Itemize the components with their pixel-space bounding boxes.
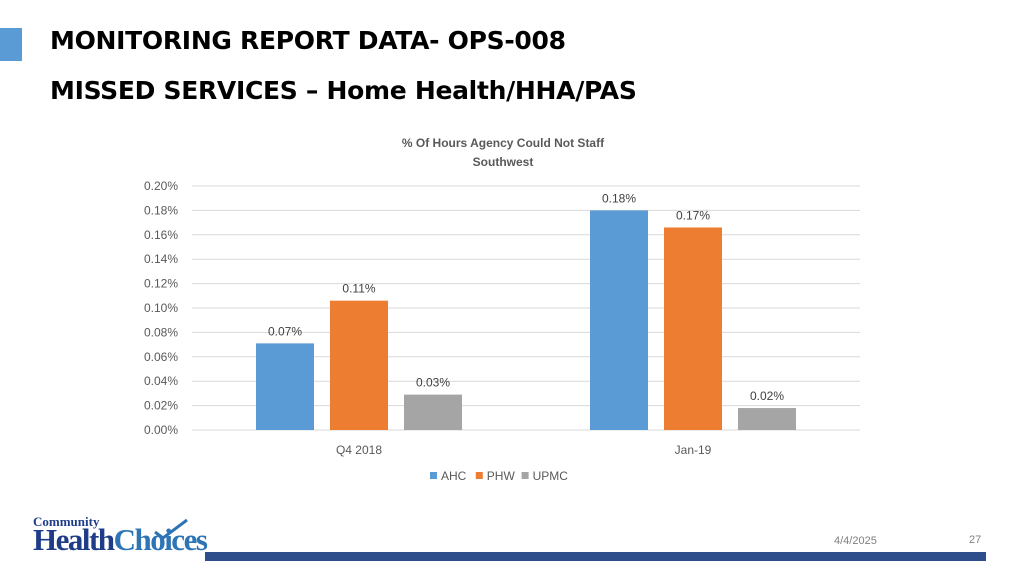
x-tick-label: Q4 2018 bbox=[336, 443, 382, 457]
logo-main-text: HealthChoices bbox=[33, 522, 208, 558]
legend-swatch-phw bbox=[475, 472, 483, 479]
bar-ahc bbox=[590, 210, 648, 430]
x-tick-label: Jan-19 bbox=[675, 443, 712, 457]
bar-phw bbox=[330, 300, 388, 430]
bar-ahc bbox=[256, 343, 314, 430]
legend-swatch-upmc bbox=[521, 472, 529, 479]
chart-subtitle: Southwest bbox=[473, 155, 534, 169]
legend-label: AHC bbox=[441, 469, 467, 483]
chart-title: % Of Hours Agency Could Not Staff bbox=[402, 136, 605, 150]
legend-label: UPMC bbox=[533, 469, 569, 483]
community-healthchoices-logo: Community HealthChoices bbox=[33, 514, 208, 560]
data-label: 0.18% bbox=[602, 191, 636, 205]
footer-date: 4/4/2025 bbox=[834, 535, 877, 547]
y-tick-label: 0.06% bbox=[144, 350, 178, 364]
y-tick-label: 0.20% bbox=[144, 179, 178, 193]
bar-phw bbox=[664, 227, 722, 430]
slide-title: MONITORING REPORT DATA- OPS-008 bbox=[50, 26, 566, 55]
bar-upmc bbox=[738, 408, 796, 430]
y-tick-label: 0.00% bbox=[144, 423, 178, 437]
page-number: 27 bbox=[969, 534, 982, 546]
title-accent-bar bbox=[0, 28, 22, 61]
logo-choices-text: Choices bbox=[113, 522, 208, 557]
y-tick-label: 0.16% bbox=[144, 228, 178, 242]
logo-top-text: Community bbox=[33, 514, 100, 529]
data-label: 0.07% bbox=[268, 324, 302, 338]
y-tick-label: 0.18% bbox=[144, 203, 178, 217]
y-tick-label: 0.10% bbox=[144, 301, 178, 315]
data-label: 0.11% bbox=[342, 282, 375, 296]
y-tick-label: 0.12% bbox=[144, 277, 178, 291]
y-tick-label: 0.02% bbox=[144, 399, 178, 413]
bar-upmc bbox=[404, 394, 462, 430]
legend-label: PHW bbox=[487, 469, 516, 483]
data-label: 0.03% bbox=[416, 376, 450, 390]
y-tick-label: 0.14% bbox=[144, 252, 178, 266]
logo-check-icon bbox=[154, 518, 188, 540]
data-label: 0.17% bbox=[676, 208, 710, 222]
y-tick-label: 0.08% bbox=[144, 325, 178, 339]
logo-health-text: Health bbox=[33, 522, 115, 557]
legend-swatch-ahc bbox=[430, 472, 437, 479]
y-tick-label: 0.04% bbox=[144, 374, 178, 388]
footer-bar bbox=[205, 552, 986, 561]
data-label: 0.02% bbox=[750, 389, 784, 403]
slide-subtitle: MISSED SERVICES – Home Health/HHA/PAS bbox=[50, 76, 637, 105]
